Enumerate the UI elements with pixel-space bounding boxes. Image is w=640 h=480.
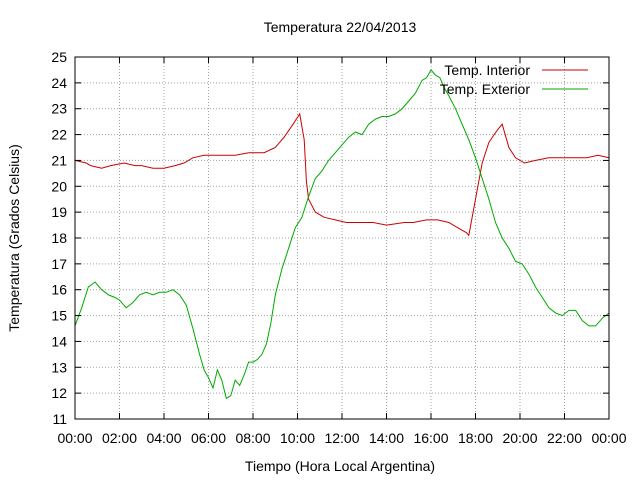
- chart-title: Temperatura 22/04/2013: [264, 19, 417, 35]
- x-axis-label: Tiempo (Hora Local Argentina): [245, 458, 435, 474]
- x-tick-label: 10:00: [280, 430, 315, 446]
- x-tick-label: 20:00: [502, 430, 537, 446]
- x-tick-label: 08:00: [235, 430, 270, 446]
- series-layer: [74, 69, 610, 400]
- y-tick-label: 11: [52, 411, 67, 427]
- series-line-0: [74, 112, 610, 237]
- grid-layer: [74, 56, 610, 420]
- y-tick-label: 16: [51, 282, 67, 298]
- x-tick-label: 02:00: [102, 430, 137, 446]
- legend-label: Temp. Interior: [444, 62, 530, 78]
- x-tick-label: 18:00: [458, 430, 493, 446]
- x-tick-label: 06:00: [191, 430, 226, 446]
- y-tick-label: 22: [51, 127, 67, 143]
- legend: Temp. Interior Temp. Exterior: [440, 62, 588, 97]
- y-axis-label: Temperatura (Grados Celsius): [6, 144, 22, 332]
- y-tick-label: 24: [51, 75, 67, 91]
- y-tick-label: 19: [51, 204, 67, 220]
- x-tick-label: 00:00: [591, 430, 626, 446]
- y-tick-label: 23: [51, 101, 67, 117]
- y-tick-label: 14: [51, 333, 67, 349]
- x-tick-label: 22:00: [547, 430, 582, 446]
- y-tick-label: 20: [51, 178, 67, 194]
- y-tick-label: 25: [51, 49, 67, 65]
- legend-label: Temp. Exterior: [440, 81, 531, 97]
- tick-layer: 11 12 13 14 15 16 17 18 19 20 21 22 23 24 25 00:00 02:00…: [51, 49, 626, 446]
- y-tick-label: 13: [51, 359, 67, 375]
- y-tick-label: 15: [51, 308, 67, 324]
- x-tick-label: 16:00: [413, 430, 448, 446]
- x-tick-label: 14:00: [369, 430, 404, 446]
- series-line-1: [74, 69, 610, 400]
- y-tick-label: 12: [51, 385, 67, 401]
- x-tick-label: 04:00: [146, 430, 181, 446]
- x-tick-label: 12:00: [324, 430, 359, 446]
- y-tick-label: 21: [51, 152, 67, 168]
- x-tick-label: 00:00: [57, 430, 92, 446]
- y-tick-label: 17: [51, 256, 67, 272]
- y-tick-label: 18: [51, 230, 67, 246]
